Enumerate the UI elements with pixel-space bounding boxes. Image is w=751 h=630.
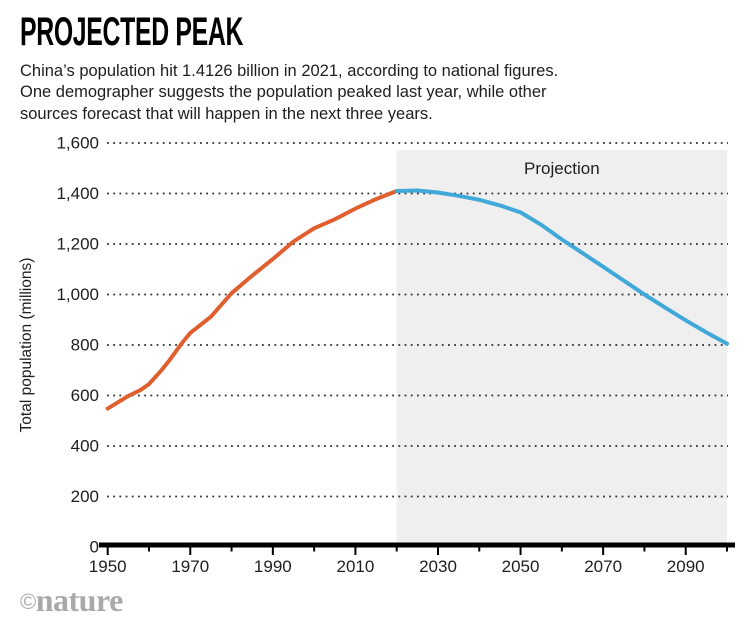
projection-label: Projection	[524, 159, 600, 178]
x-tick-label: 2030	[419, 557, 457, 576]
x-tick-label: 2010	[337, 557, 375, 576]
y-tick-label: 400	[71, 437, 99, 456]
y-tick-label: 600	[71, 386, 99, 405]
y-axis-title: Total population (millions)	[18, 258, 35, 433]
y-tick-label: 1,600	[56, 134, 99, 153]
header: PROJECTED PEAK China’s population hit 1.…	[20, 10, 720, 125]
projection-line	[394, 188, 729, 346]
page-title: PROJECTED PEAK	[20, 10, 244, 54]
copyright-icon: ©	[20, 589, 36, 614]
x-tick-label: 1950	[89, 557, 127, 576]
y-tick-label: 0	[90, 538, 99, 557]
x-tick-label: 1990	[254, 557, 292, 576]
x-tick-label: 2090	[667, 557, 705, 576]
y-tick-label: 800	[71, 336, 99, 355]
y-tick-label: 1,000	[56, 285, 99, 304]
chart-subtitle: China’s population hit 1.4126 billion in…	[20, 62, 559, 123]
x-tick-label: 2070	[584, 557, 622, 576]
y-tick-label: 200	[71, 487, 99, 506]
nature-logo: nature	[35, 582, 124, 618]
footer-credit: ©nature	[20, 582, 123, 619]
y-tick-label: 1,400	[56, 184, 99, 203]
projection-region	[396, 150, 727, 543]
x-tick-label: 1970	[171, 557, 209, 576]
x-tick-label: 2050	[502, 557, 540, 576]
historical-line	[105, 189, 399, 411]
y-tick-label: 1,200	[56, 235, 99, 254]
